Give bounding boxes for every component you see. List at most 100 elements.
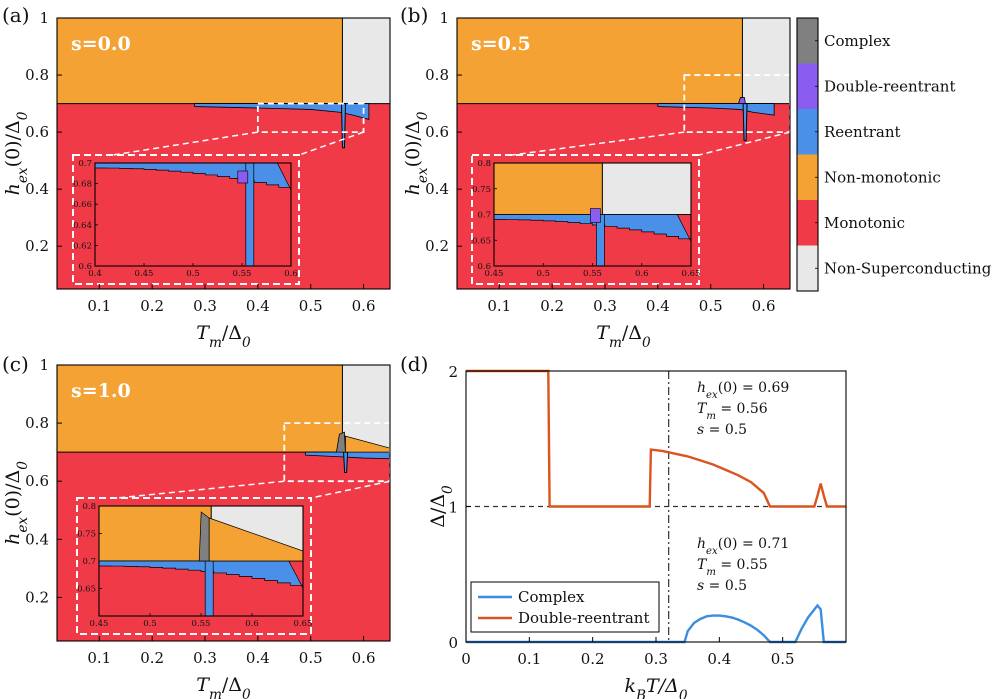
x-tick-label: 0.5 <box>299 649 323 667</box>
colorbar-swatch <box>797 18 818 64</box>
non-superconducting-region <box>342 18 390 104</box>
colorbar-label: Complex <box>824 32 891 50</box>
x-tick-label: 0 <box>461 650 471 668</box>
x-tick-label: 0.2 <box>581 650 605 668</box>
inset-x-tick-label: 0.55 <box>233 269 252 279</box>
y-tick-label: 1 <box>439 9 449 27</box>
inset-y-tick-label: 0.6 <box>477 262 491 272</box>
non-monotonic-region <box>457 18 743 104</box>
y-tick-label: 0.4 <box>25 530 49 548</box>
inset-y-tick-label: 0.68 <box>73 180 92 190</box>
inset-y-tick-label: 0.66 <box>73 200 92 210</box>
parameter-annotation: s = 0.5 <box>697 422 747 438</box>
inset-y-tick-label: 0.65 <box>472 236 491 246</box>
y-tick-label: 0.2 <box>425 237 449 255</box>
inset-frame <box>72 154 300 285</box>
inset-y-tick-label: 0.64 <box>73 221 92 231</box>
x-tick-label: 0.1 <box>87 649 111 667</box>
phase-diagram-1: 0.45 0.5 0.55 0.6 0.65 0.6 0.65 0.7 0.75 0.8 0.1 0.… <box>400 3 791 351</box>
complex-region <box>335 431 346 453</box>
inset-double-reentrant <box>237 170 249 184</box>
parameter-annotation: hex(0) = 0.71 <box>697 536 789 557</box>
zoom-connector <box>310 480 391 499</box>
parameter-tag: s=0.0 <box>71 33 131 55</box>
gap-plot: 0 0.1 0.2 0.3 0.4 0.5 0 1 2 kBT/Δ0 Δ/Δ0 (d) hex(0) =… <box>400 352 847 699</box>
legend-frame <box>470 581 660 633</box>
y-tick-label: 0.8 <box>25 66 49 84</box>
parameter-annotation: Tm = 0.56 <box>697 401 768 422</box>
y-tick-label: 0.2 <box>25 588 49 606</box>
inset-y-tick-label: 0.62 <box>73 241 92 251</box>
x-tick-label: 0.4 <box>646 297 670 315</box>
y-axis-label: hex(0)/Δ0 <box>2 111 31 195</box>
inset-x-tick-label: 0.4 <box>88 269 102 279</box>
zoom-connector <box>116 480 285 499</box>
colorbar-swatch <box>797 109 818 155</box>
parameter-annotation: Tm = 0.55 <box>697 557 768 578</box>
inset-non-monotonic <box>99 506 212 561</box>
inset-y-tick-label: 0.8 <box>82 502 96 512</box>
colorbar-label: Non-monotonic <box>824 168 941 186</box>
x-tick-label: 0.5 <box>771 650 795 668</box>
legend-label: Double-reentrant <box>518 609 649 627</box>
legend-label: Complex <box>518 588 585 606</box>
panel-label: (c) <box>2 352 29 376</box>
inset-x-tick-label: 0.55 <box>192 619 211 629</box>
non-monotonic-region <box>57 18 343 104</box>
parameter-tag: s=0.5 <box>471 33 531 55</box>
inset-x-tick-label: 0.55 <box>583 269 602 279</box>
y-tick-label: 1 <box>39 356 49 374</box>
colorbar-swatch <box>797 154 818 200</box>
inset-x-tick-label: 0.6 <box>245 619 259 629</box>
double-reentrant-region <box>737 97 746 104</box>
non-monotonic-region <box>57 365 343 453</box>
inset-plot: 0.4 0.45 0.5 0.55 0.6 0.6 0.62 0.64 0.66 0.68 0.7 <box>73 159 298 279</box>
axes-frame <box>56 17 391 290</box>
x-tick-label: 0.6 <box>752 297 776 315</box>
inset-frame <box>471 154 700 285</box>
inset-plot: 0.45 0.5 0.55 0.6 0.65 0.6 0.65 0.7 0.75 0.8 <box>472 159 700 279</box>
x-tick-label: 0.2 <box>540 297 564 315</box>
y-tick-label: 0.8 <box>425 66 449 84</box>
x-axis-label: Tm/Δ0 <box>196 322 251 351</box>
panel-label: (a) <box>2 3 30 27</box>
x-tick-label: 0.5 <box>699 297 723 315</box>
inset-plot: 0.45 0.5 0.55 0.6 0.65 0.65 0.7 0.75 0.8 <box>77 502 312 629</box>
inset-x-tick-label: 0.6 <box>635 269 649 279</box>
series-line-double-reentrant <box>466 369 846 508</box>
inset-reentrant <box>94 162 292 191</box>
zoom-connector <box>112 131 258 156</box>
x-axis-label: kBT/Δ0 <box>624 675 687 699</box>
y-axis-label: Δ/Δ0 <box>427 485 456 528</box>
phase-diagram-0: 0.4 0.45 0.5 0.55 0.60.60.620.640.660.680.70… <box>2 3 391 351</box>
inset-x-tick-label: 0.5 <box>536 269 550 279</box>
colorbar-label: Reentrant <box>824 123 901 141</box>
y-tick-label: 0 <box>448 634 458 652</box>
inset-x-tick-label: 0.5 <box>186 269 200 279</box>
inset-y-tick-label: 0.65 <box>77 585 96 595</box>
y-tick-label: 0.2 <box>25 237 49 255</box>
x-tick-label: 0.1 <box>487 297 511 315</box>
y-tick-label: 0.6 <box>25 472 49 490</box>
inset-x-tick-label: 0.45 <box>90 619 109 629</box>
parameter-annotation: hex(0) = 0.69 <box>697 380 789 401</box>
inset-non-superconducting <box>602 163 691 215</box>
non-superconducting-region <box>742 18 790 104</box>
x-tick-label: 0.2 <box>140 297 164 315</box>
x-tick-label: 0.3 <box>593 297 617 315</box>
inset-y-tick-label: 0.6 <box>78 262 92 272</box>
y-tick-label: 0.6 <box>425 123 449 141</box>
x-tick-label: 0.3 <box>193 297 217 315</box>
x-tick-label: 0.1 <box>517 650 541 668</box>
y-tick-label: 1 <box>39 9 49 27</box>
y-tick-label: 0.8 <box>25 414 49 432</box>
x-axis-label: Tm/Δ0 <box>596 322 651 351</box>
inset-x-tick-label: 0.6 <box>284 269 298 279</box>
inset-complex <box>198 511 210 562</box>
x-tick-label: 0.5 <box>299 297 323 315</box>
colorbar-label: Double-reentrant <box>824 77 955 95</box>
y-tick-label: 0.4 <box>25 180 49 198</box>
y-tick-label: 2 <box>448 363 458 381</box>
zoom-connector <box>698 131 791 156</box>
